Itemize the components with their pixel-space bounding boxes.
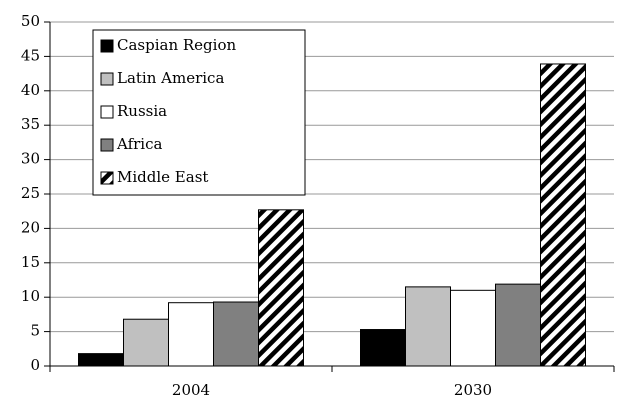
y-tick-label: 5 — [30, 322, 40, 340]
y-tick-label: 0 — [30, 356, 40, 374]
bar — [360, 329, 406, 367]
bar — [123, 318, 169, 367]
legend-box — [92, 29, 306, 196]
legend-label: Caspian Region — [117, 36, 236, 54]
bar — [258, 209, 304, 367]
legend-label: Russia — [117, 102, 167, 120]
bar — [450, 289, 496, 367]
legend-swatch — [100, 138, 114, 152]
legend-label: Africa — [116, 135, 162, 153]
legend-label: Middle East — [117, 168, 208, 186]
bar — [78, 353, 124, 367]
y-tick-label: 35 — [21, 115, 40, 133]
legend-swatch — [100, 72, 114, 86]
bar — [213, 301, 259, 367]
bar — [168, 302, 214, 367]
bar — [495, 283, 541, 367]
y-tick-label: 25 — [21, 184, 40, 202]
y-tick-label: 20 — [21, 218, 40, 236]
y-tick-label: 40 — [21, 81, 40, 99]
y-tick-label: 45 — [21, 46, 40, 64]
legend-label: Latin America — [117, 69, 224, 87]
y-tick-label: 30 — [21, 150, 40, 168]
y-tick-label: 10 — [21, 287, 40, 305]
x-tick-label: 2004 — [172, 381, 210, 399]
y-tick-label: 15 — [21, 253, 40, 271]
x-tick-label: 2030 — [454, 381, 492, 399]
bar — [540, 63, 586, 367]
bar — [405, 286, 451, 367]
legend-swatch — [100, 105, 114, 119]
legend-swatch — [100, 39, 114, 53]
legend-swatch — [100, 171, 114, 185]
y-tick-label: 50 — [21, 12, 40, 30]
